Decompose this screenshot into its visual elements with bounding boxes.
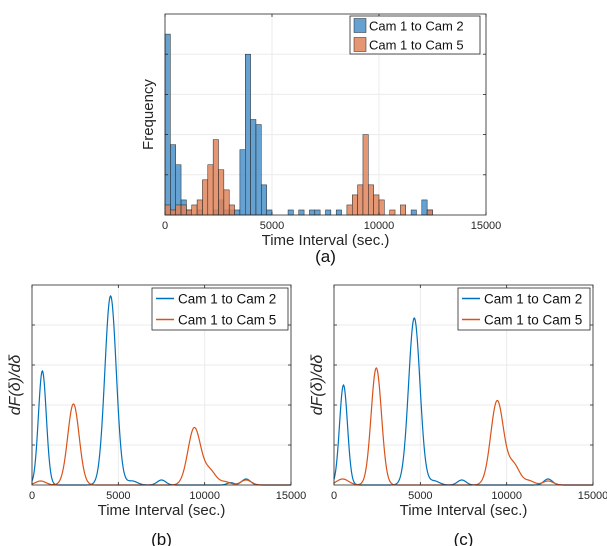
x-tick-label: 5000 bbox=[106, 490, 130, 502]
axes-box bbox=[164, 13, 487, 216]
x-axis-label: Time Interval (sec.) bbox=[98, 502, 226, 519]
legend-label: Cam 1 to Cam 2 bbox=[178, 292, 276, 307]
legend: Cam 1 to Cam 2 Cam 1 to Cam 5 bbox=[349, 15, 481, 55]
histogram-bar bbox=[362, 134, 369, 216]
histogram-bar bbox=[400, 204, 406, 216]
legend-label: Cam 1 to Cam 2 bbox=[484, 292, 582, 307]
axes-box bbox=[31, 284, 292, 486]
histogram-bar bbox=[186, 209, 192, 216]
legend-box bbox=[349, 15, 481, 55]
histogram-bar bbox=[218, 169, 225, 216]
legend: Cam 1 to Cam 2 Cam 1 to Cam 5 bbox=[457, 287, 591, 331]
chart-panel-c: 0 5000 10000 15000 Time Interval (sec.) dF(δ)… bbox=[309, 284, 607, 546]
histogram-bar bbox=[335, 209, 342, 216]
y-axis-label: dF(δ)/dδ bbox=[7, 354, 24, 416]
x-axis-label: Time Interval (sec.) bbox=[262, 232, 390, 249]
histogram-bar bbox=[234, 209, 241, 216]
x-tick-label: 15000 bbox=[471, 220, 502, 232]
histogram-bar bbox=[212, 139, 219, 216]
histogram-bar bbox=[223, 189, 230, 216]
panel-caption: (b) bbox=[151, 530, 172, 546]
x-tick-label: 5000 bbox=[260, 220, 284, 232]
x-tick-label: 0 bbox=[331, 490, 337, 502]
histogram-bar bbox=[175, 204, 182, 216]
histogram-bar bbox=[191, 204, 198, 216]
histogram-bar bbox=[287, 209, 294, 216]
axes-box bbox=[333, 284, 594, 486]
histogram-bar bbox=[261, 184, 267, 216]
histogram-bar bbox=[170, 144, 176, 216]
legend-swatch bbox=[353, 37, 367, 52]
histogram-bar bbox=[368, 184, 374, 216]
legend: Cam 1 to Cam 2 Cam 1 to Cam 5 bbox=[151, 287, 289, 331]
density-line bbox=[333, 367, 593, 486]
histogram-bar bbox=[346, 204, 353, 216]
x-axis-label: Time Interval (sec.) bbox=[400, 502, 528, 519]
x-tick-label: 10000 bbox=[364, 220, 395, 232]
histogram-bar bbox=[266, 209, 273, 216]
histogram-bar bbox=[309, 209, 316, 216]
legend-label: Cam 1 to Cam 5 bbox=[484, 313, 582, 328]
histogram-bar bbox=[245, 53, 251, 216]
panel-caption: (a) bbox=[315, 247, 336, 266]
histogram-bar bbox=[426, 209, 433, 216]
histogram-bar bbox=[352, 194, 358, 216]
legend-box bbox=[457, 287, 591, 331]
x-tick-label: 15000 bbox=[276, 490, 307, 502]
histogram-bar bbox=[202, 179, 209, 216]
x-tick-label: 5000 bbox=[408, 490, 432, 502]
chart-panel-a: 0 5000 10000 15000 Time Interval (sec.) Frequ… bbox=[140, 13, 502, 266]
histogram-bar bbox=[410, 209, 417, 216]
histogram-bar bbox=[357, 184, 364, 216]
legend-box bbox=[151, 287, 289, 331]
legend-label: Cam 1 to Cam 2 bbox=[369, 19, 464, 34]
histogram-bar bbox=[196, 199, 203, 216]
x-tick-label: 0 bbox=[29, 490, 35, 502]
histogram-bar bbox=[170, 209, 176, 216]
histogram-bar bbox=[373, 194, 380, 216]
chart-panel-b: 0 5000 10000 15000 Time Interval (sec.) dF(δ)… bbox=[7, 284, 307, 546]
histogram-bar bbox=[250, 119, 257, 216]
histogram-bar bbox=[255, 124, 262, 216]
histogram-bar bbox=[180, 204, 187, 216]
histogram-bar bbox=[314, 209, 321, 216]
legend-swatch bbox=[353, 18, 367, 33]
histogram-bar bbox=[164, 204, 171, 216]
histogram-bar bbox=[378, 199, 385, 216]
density-line bbox=[333, 317, 593, 486]
x-tick-label: 15000 bbox=[578, 490, 607, 502]
histogram-bar bbox=[298, 209, 305, 216]
histogram-bar bbox=[207, 164, 214, 216]
histogram-bar bbox=[239, 149, 246, 216]
legend-label: Cam 1 to Cam 5 bbox=[178, 313, 276, 328]
histogram-bar bbox=[389, 209, 396, 216]
legend-label: Cam 1 to Cam 5 bbox=[369, 38, 464, 53]
histogram-bar bbox=[228, 204, 235, 216]
y-axis-label: Frequency bbox=[140, 79, 157, 150]
x-tick-label: 10000 bbox=[491, 490, 522, 502]
histogram-bar bbox=[421, 199, 428, 216]
histogram-bar bbox=[325, 209, 332, 216]
panel-caption: (c) bbox=[454, 530, 474, 546]
y-axis-label: dF(δ)/dδ bbox=[309, 354, 326, 416]
x-tick-label: 0 bbox=[162, 220, 168, 232]
histogram-bar bbox=[164, 33, 171, 216]
x-tick-label: 10000 bbox=[189, 490, 220, 502]
